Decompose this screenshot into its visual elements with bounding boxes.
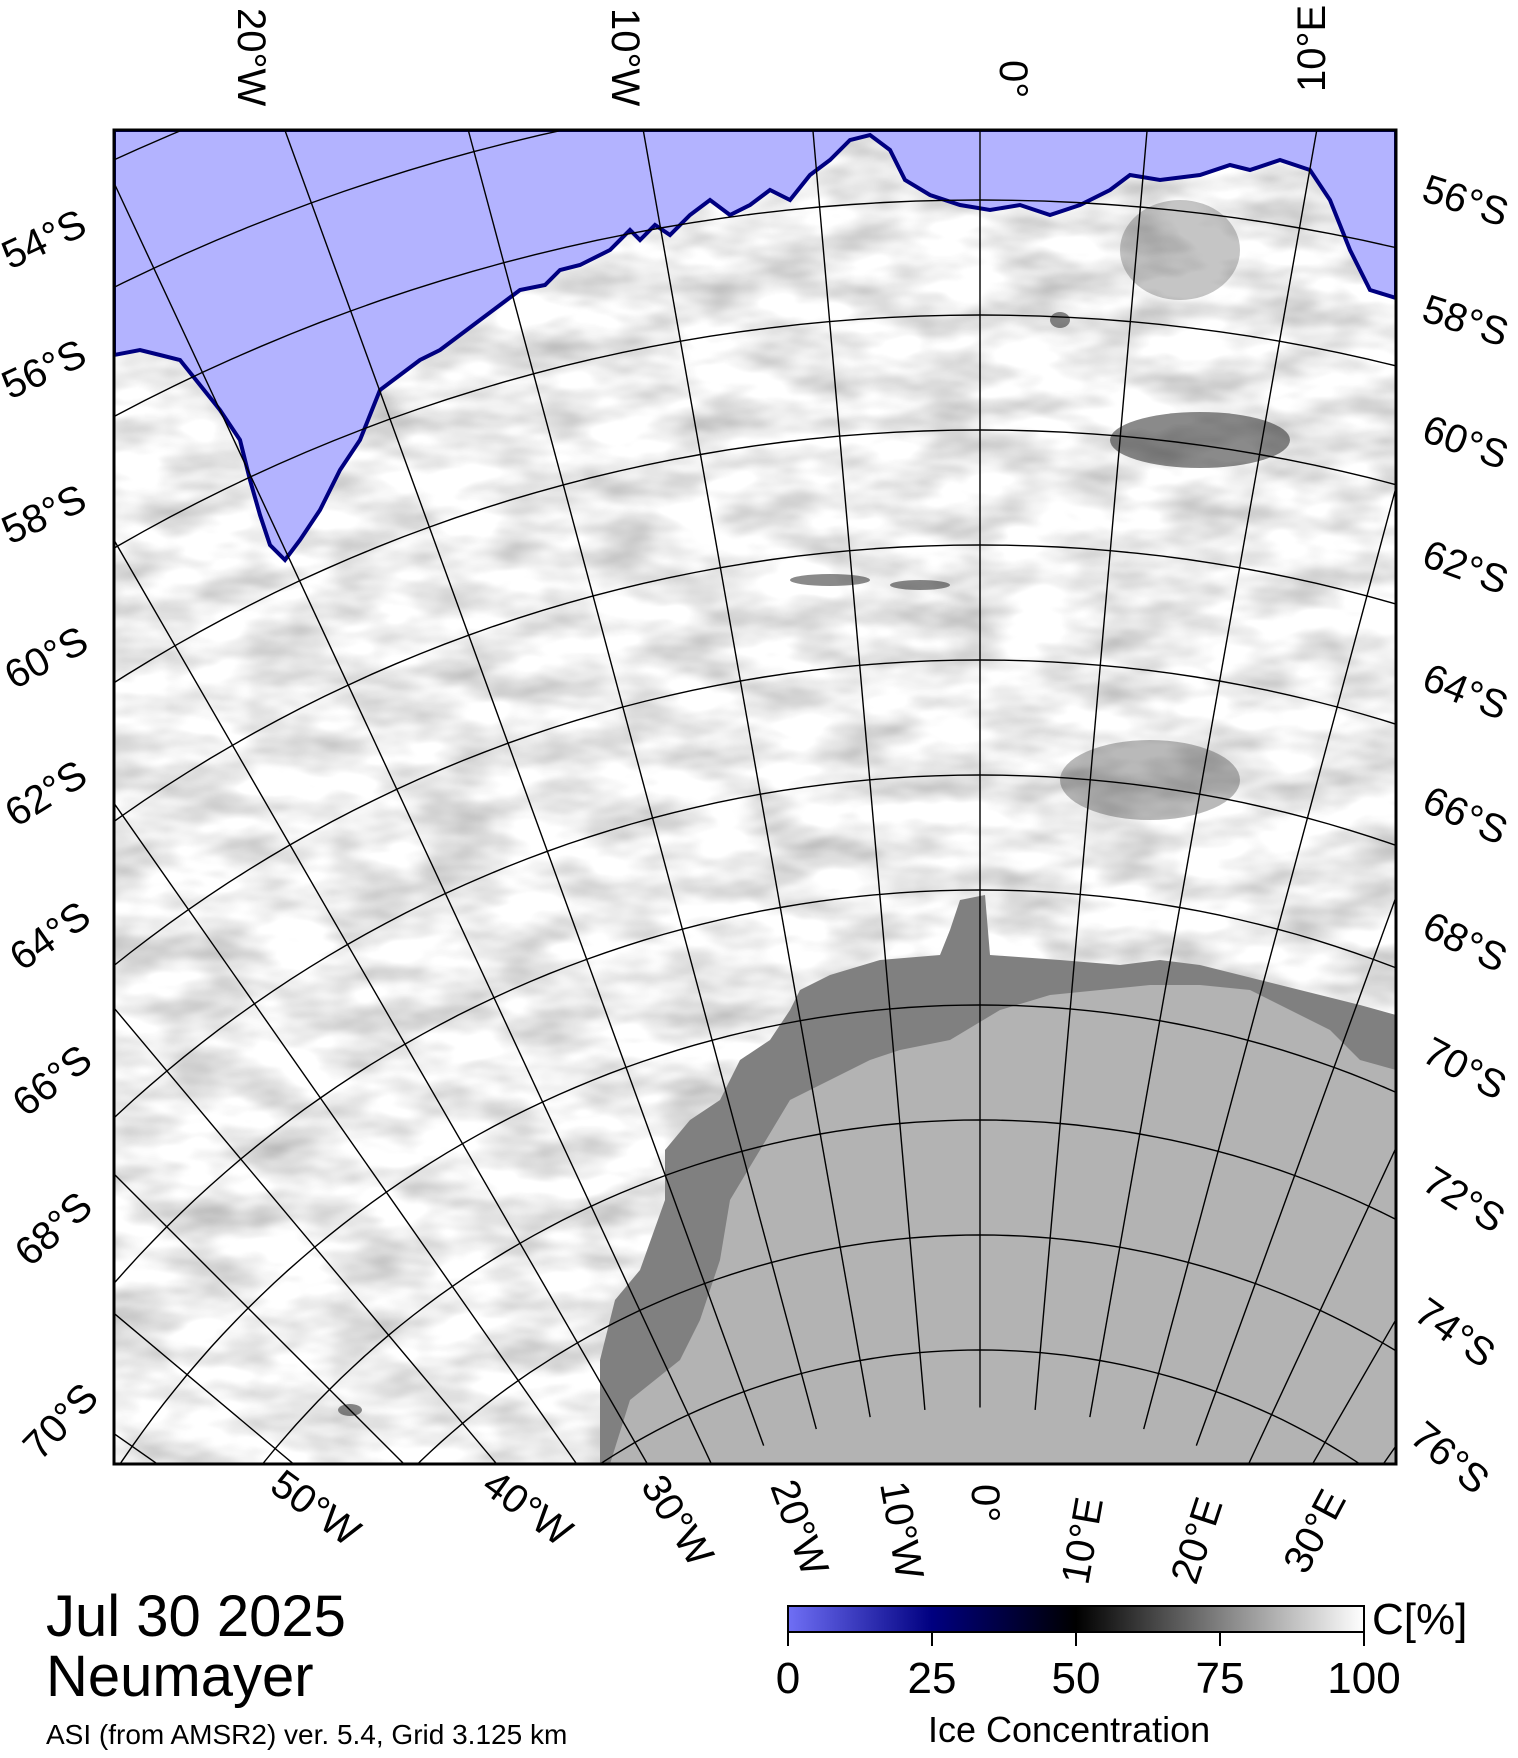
left-lat-label: 54°S	[0, 201, 93, 278]
top-lon-label: 10°W	[603, 8, 647, 106]
right-lat-label: 74°S	[1407, 1290, 1503, 1377]
right-lat-label: 68°S	[1416, 904, 1514, 982]
meridian-line	[1034, 130, 1148, 1410]
top-lon-label: 0°	[991, 60, 1035, 98]
left-lat-label: 70°S	[15, 1375, 107, 1468]
colorbar-tick-label: 75	[1195, 1654, 1245, 1703]
colorbar-unit: C[%]	[1372, 1595, 1468, 1644]
left-lat-label: 68°S	[7, 1184, 101, 1275]
meridian-line	[1089, 130, 1318, 1418]
left-lat-label: 66°S	[4, 1037, 100, 1125]
colorbar-ticks	[787, 1632, 1365, 1646]
left-lat-label: 58°S	[0, 476, 93, 553]
colorbar-tick-label: 25	[907, 1654, 957, 1703]
bottom-lon-label: 40°W	[475, 1462, 581, 1555]
right-lat-labels: 56°S 58°S 60°S 62°S 64°S 66°S 68°S 70°S …	[1402, 167, 1514, 1503]
right-lat-label: 76°S	[1402, 1413, 1497, 1503]
bottom-lon-label: 10°W	[871, 1478, 931, 1583]
right-lat-label: 56°S	[1417, 167, 1514, 236]
meridian-line	[114, 1312, 295, 1464]
meridian-line	[1247, 1146, 1396, 1464]
right-lat-label: 62°S	[1417, 532, 1514, 603]
right-lat-label: 58°S	[1417, 287, 1514, 356]
meridian-line	[114, 1006, 498, 1464]
meridian-line	[642, 130, 871, 1418]
bottom-lon-label: 30°E	[1275, 1483, 1355, 1581]
map-date: Jul 30 2025	[46, 1584, 346, 1649]
top-lon-label: 10°E	[1290, 5, 1334, 92]
meridian-line	[114, 1173, 405, 1464]
colorbar-title: Ice Concentration	[928, 1709, 1211, 1750]
colorbar-tick-label: 0	[775, 1654, 801, 1703]
meridian-line	[114, 802, 578, 1464]
right-lat-label: 64°S	[1417, 656, 1514, 729]
bottom-lon-label: 20°E	[1163, 1492, 1232, 1589]
colorbar-tick-label: 50	[1051, 1654, 1101, 1703]
meridian-line	[812, 130, 926, 1410]
bottom-lon-label: 0°	[963, 1484, 1007, 1522]
low-concentration-patches	[338, 200, 1290, 1416]
meridian-line	[467, 130, 817, 1430]
meridian-line	[1195, 895, 1396, 1446]
left-lat-label: 60°S	[0, 618, 95, 698]
meridian-line	[1143, 484, 1396, 1430]
left-lat-label: 64°S	[2, 893, 99, 979]
meridian-line	[284, 130, 765, 1446]
left-lat-label: 56°S	[0, 331, 93, 408]
bottom-lon-label: 30°W	[632, 1467, 722, 1574]
bottom-lon-label: 50°W	[263, 1462, 369, 1555]
right-lat-label: 66°S	[1416, 778, 1514, 854]
station-name: Neumayer	[46, 1644, 314, 1709]
bottom-lon-label: 20°W	[762, 1474, 837, 1582]
colorbar-tick-label: 100	[1327, 1654, 1401, 1703]
meridian-line	[114, 538, 649, 1464]
right-lat-label: 70°S	[1416, 1029, 1514, 1109]
map-frame	[112, 128, 1398, 1466]
bottom-lon-label: 10°E	[1054, 1494, 1112, 1587]
right-lat-label: 72°S	[1415, 1158, 1512, 1242]
colorbar	[787, 1605, 1365, 1633]
bottom-lon-labels: 50°W 40°W 30°W 20°W 10°W 0° 10°E 20°E 30…	[263, 1462, 1355, 1589]
left-lat-label: 62°S	[0, 752, 95, 836]
land	[610, 985, 1396, 1464]
left-lat-labels: 54°S 56°S 58°S 60°S 62°S 64°S 66°S 68°S …	[0, 201, 107, 1468]
right-lat-label: 60°S	[1417, 407, 1514, 478]
meridian-line	[114, 181, 713, 1464]
product-footnote: ASI (from AMSR2) ver. 5.4, Grid 3.125 km	[46, 1719, 568, 1750]
top-lon-label: 20°W	[229, 8, 273, 106]
